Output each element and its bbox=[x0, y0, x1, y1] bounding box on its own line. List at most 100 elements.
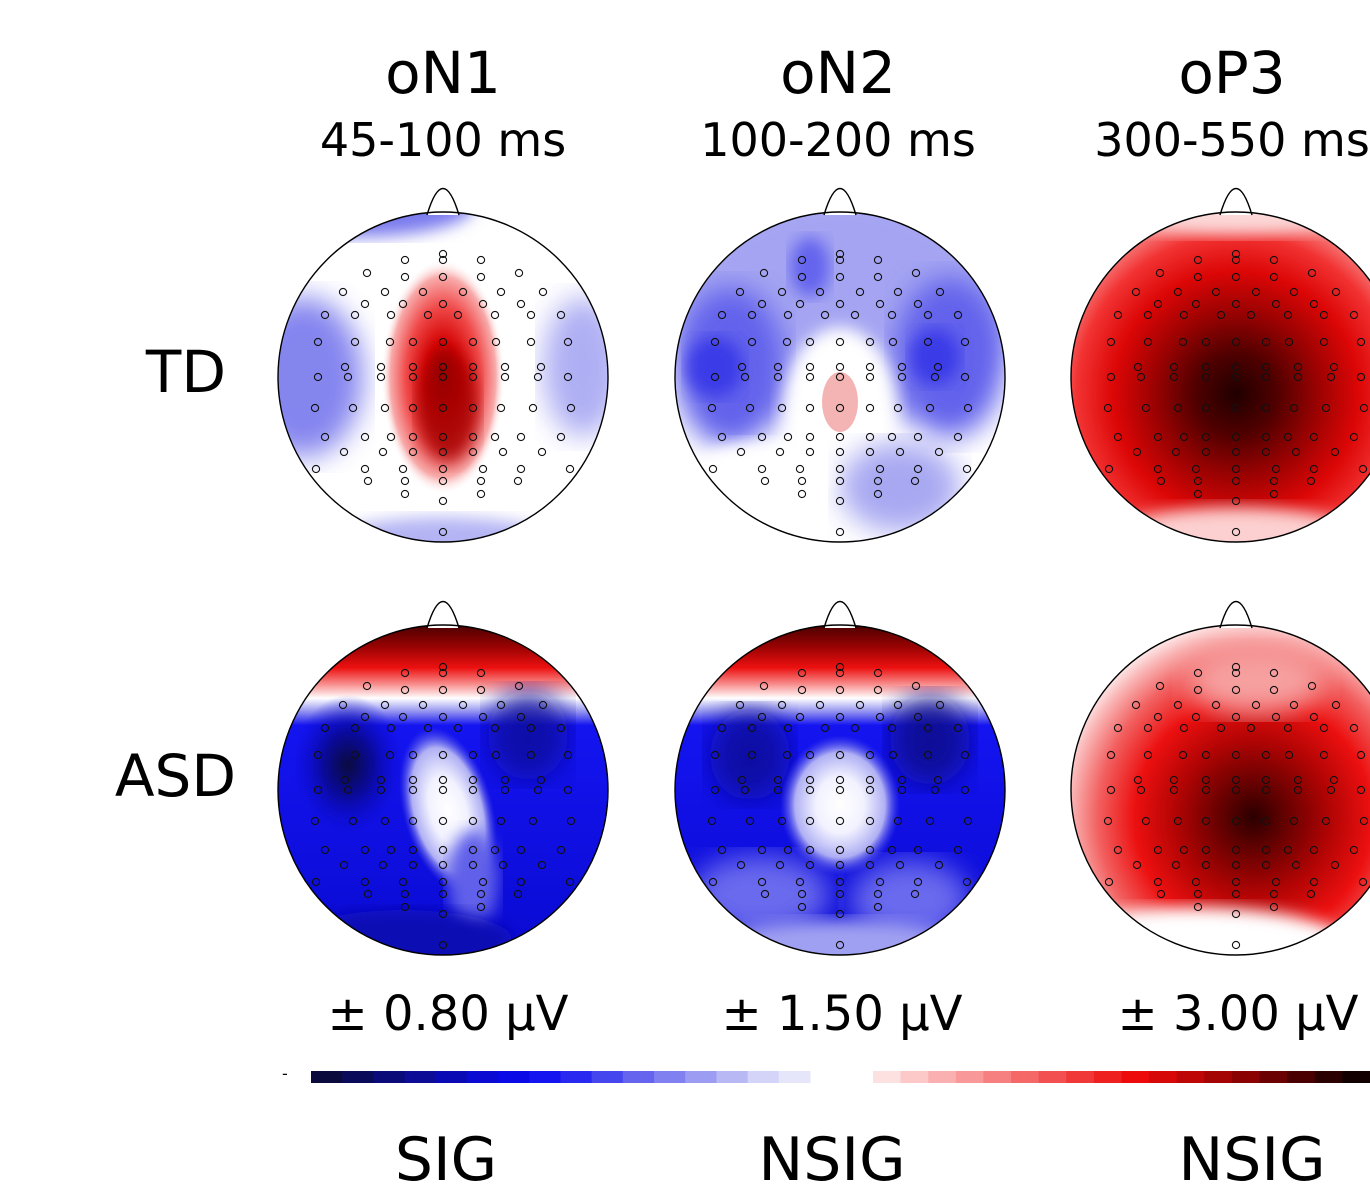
electrode bbox=[340, 362, 350, 372]
electrode bbox=[1103, 403, 1113, 413]
electrode bbox=[556, 432, 566, 442]
electrode bbox=[873, 255, 883, 265]
electrode bbox=[797, 889, 807, 899]
electrode bbox=[1156, 476, 1166, 486]
electrode bbox=[398, 877, 408, 887]
electrode bbox=[1173, 287, 1183, 297]
electrode bbox=[362, 681, 372, 691]
colorbar bbox=[311, 1071, 1370, 1083]
electrode bbox=[1309, 432, 1319, 442]
electrode bbox=[478, 464, 488, 474]
colorbar-positive-step bbox=[873, 1071, 902, 1083]
electrode bbox=[468, 860, 478, 870]
electrode bbox=[1191, 299, 1201, 309]
electrode bbox=[565, 877, 575, 887]
electrode bbox=[1193, 255, 1203, 265]
electrode bbox=[408, 775, 418, 785]
electrode bbox=[797, 489, 807, 499]
electrode bbox=[1143, 723, 1153, 733]
electrode bbox=[897, 785, 907, 795]
electrode bbox=[537, 860, 547, 870]
electrode bbox=[533, 372, 543, 382]
electrode bbox=[1201, 816, 1211, 826]
electrode bbox=[865, 750, 875, 760]
electrode bbox=[1231, 940, 1241, 950]
electrode bbox=[757, 432, 767, 442]
topomap-td-on2 bbox=[674, 187, 1006, 543]
electrode bbox=[478, 299, 488, 309]
electrode bbox=[1269, 272, 1279, 282]
electrode bbox=[400, 685, 410, 695]
electrode bbox=[1231, 464, 1241, 474]
electrode bbox=[797, 476, 807, 486]
electrode bbox=[514, 268, 524, 278]
electrode bbox=[1309, 464, 1319, 474]
electrode bbox=[496, 816, 506, 826]
electrode bbox=[710, 785, 720, 795]
electrode bbox=[805, 860, 815, 870]
colorbar-positive-step bbox=[1231, 1071, 1261, 1083]
electrode bbox=[500, 775, 510, 785]
electrode bbox=[1326, 372, 1336, 382]
electrode bbox=[953, 310, 963, 320]
electrode bbox=[865, 432, 875, 442]
electrode bbox=[418, 287, 428, 297]
electrode bbox=[855, 287, 865, 297]
electrode bbox=[556, 310, 566, 320]
electrode-array bbox=[707, 662, 973, 950]
electrode bbox=[805, 447, 815, 457]
electrode bbox=[1141, 816, 1151, 826]
colorbar-negative-step bbox=[747, 1071, 780, 1083]
electrode bbox=[805, 362, 815, 372]
electrode bbox=[1349, 845, 1359, 855]
electrode bbox=[1106, 785, 1116, 795]
electrode bbox=[1359, 403, 1369, 413]
electrode bbox=[360, 845, 370, 855]
column-title-on1: oN1 bbox=[385, 39, 501, 107]
electrode bbox=[500, 785, 510, 795]
electrode bbox=[835, 877, 845, 887]
electrode bbox=[490, 310, 500, 320]
electrode bbox=[1106, 372, 1116, 382]
electrode bbox=[910, 476, 920, 486]
electrode bbox=[1269, 902, 1279, 912]
colorbar-positive-step bbox=[1093, 1071, 1122, 1083]
electrode bbox=[380, 816, 390, 826]
electrode bbox=[777, 700, 787, 710]
electrode bbox=[736, 860, 746, 870]
electrode bbox=[1173, 816, 1183, 826]
electrode bbox=[777, 287, 787, 297]
electrode bbox=[1193, 476, 1203, 486]
electrode bbox=[962, 877, 972, 887]
electrode bbox=[376, 372, 386, 382]
electrode bbox=[350, 723, 360, 733]
colorbar-positive-step bbox=[983, 1071, 1012, 1083]
electrode bbox=[386, 723, 396, 733]
electrode bbox=[313, 337, 323, 347]
electrode bbox=[438, 337, 448, 347]
electrode bbox=[717, 310, 727, 320]
electrode bbox=[855, 700, 865, 710]
electrode bbox=[873, 902, 883, 912]
electrode bbox=[400, 489, 410, 499]
electrode bbox=[835, 476, 845, 486]
electrode bbox=[1307, 681, 1317, 691]
significance-label-op3: NSIG bbox=[1178, 1125, 1326, 1195]
electrode bbox=[893, 403, 903, 413]
electrode bbox=[795, 299, 805, 309]
electrode bbox=[1143, 337, 1153, 347]
electrode bbox=[1171, 447, 1181, 457]
electrode bbox=[1271, 299, 1281, 309]
electrode bbox=[438, 909, 448, 919]
electrode bbox=[805, 750, 815, 760]
electrode bbox=[773, 362, 783, 372]
electrode bbox=[923, 337, 933, 347]
colorbar-positive-step bbox=[900, 1071, 929, 1083]
electrode bbox=[1309, 299, 1319, 309]
electrode bbox=[1104, 877, 1114, 887]
electrode bbox=[865, 372, 875, 382]
electrode bbox=[1211, 700, 1221, 710]
electrode bbox=[458, 287, 468, 297]
electrode bbox=[910, 889, 920, 899]
electrode bbox=[362, 268, 372, 278]
